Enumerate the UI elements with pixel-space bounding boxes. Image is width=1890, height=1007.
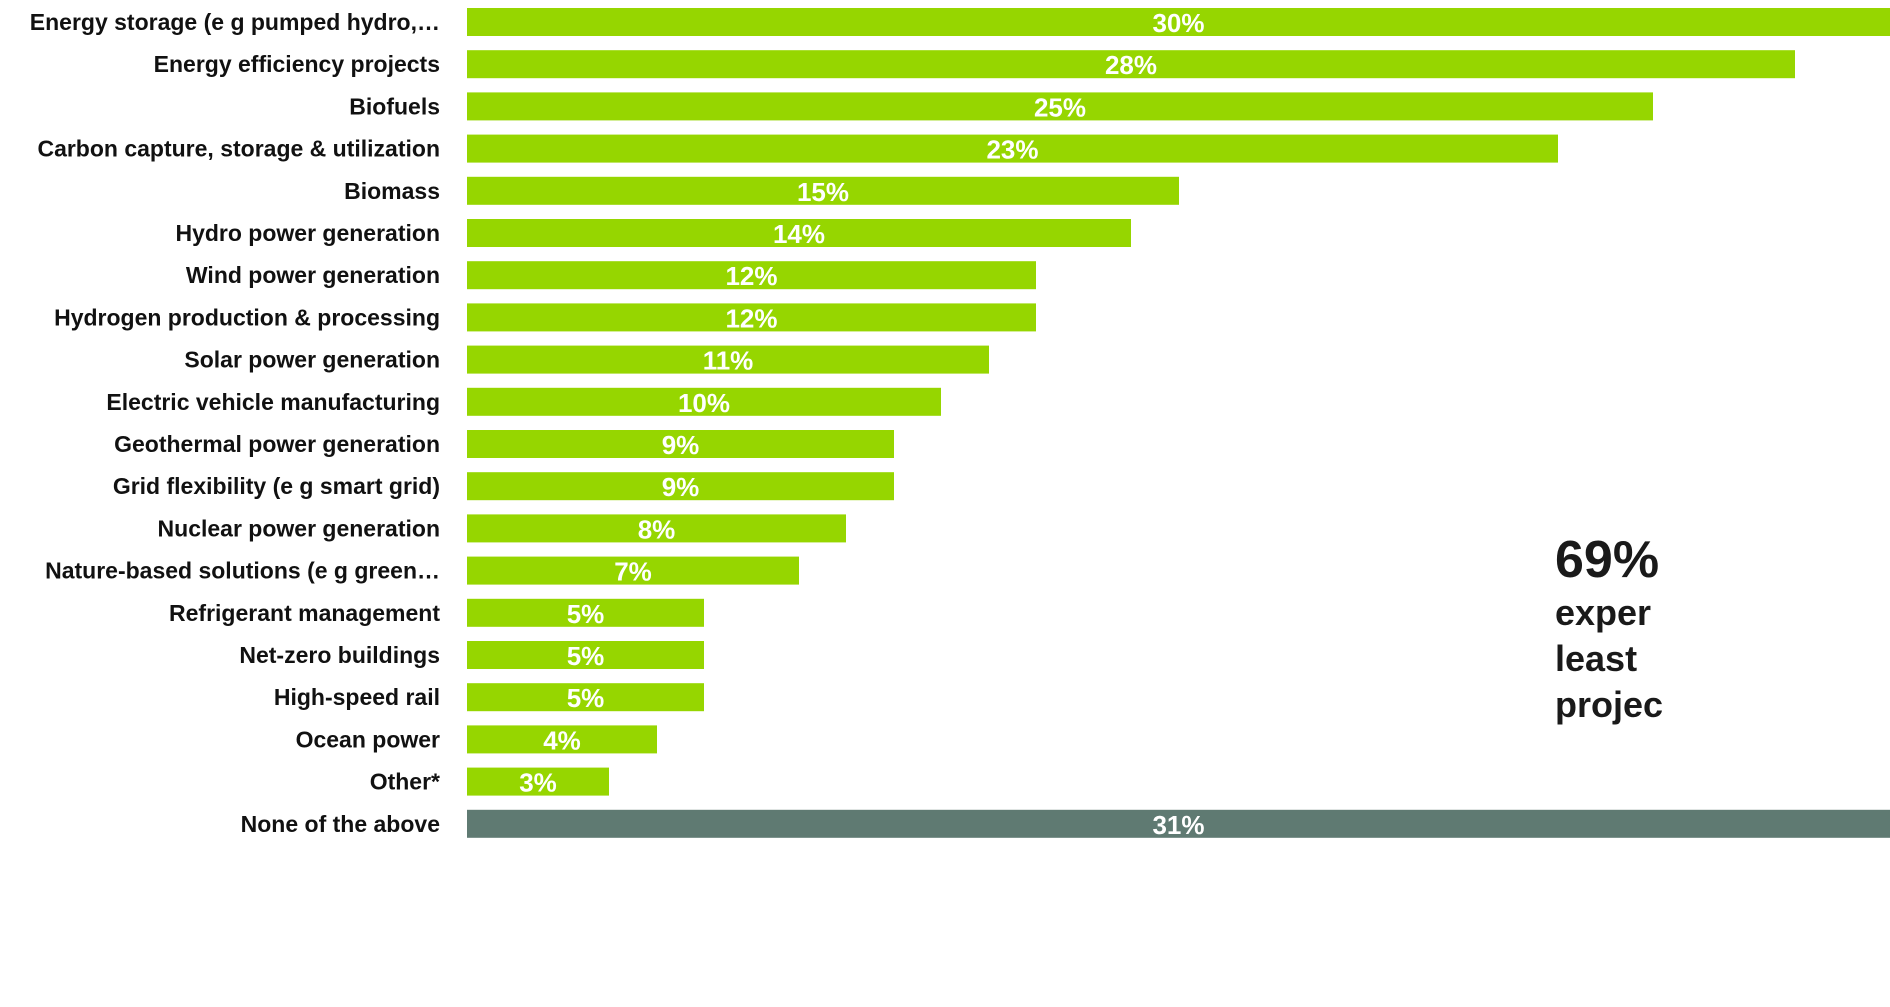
category-label-refrigerant-management: Refrigerant management	[169, 600, 440, 626]
value-label-nuclear-power-generation: 8%	[638, 514, 676, 544]
callout-line-3: projec	[1555, 684, 1664, 725]
category-label-biomass: Biomass	[344, 178, 440, 204]
bar-high-speed-rail	[467, 683, 704, 712]
value-label-energy-efficiency-projects: 28%	[1105, 50, 1157, 80]
value-label-net-zero-buildings: 5%	[567, 641, 605, 671]
category-label-nuclear-power-generation: Nuclear power generation	[158, 515, 440, 541]
value-label-electric-vehicle-manufacturing: 10%	[678, 388, 730, 418]
value-label-refrigerant-management: 5%	[567, 599, 605, 629]
value-label-grid-flexibility-e-g-smart-grid: 9%	[662, 472, 700, 502]
bar-electric-vehicle-manufacturing	[467, 387, 941, 416]
bar-hydrogen-production-processing	[467, 303, 1036, 332]
value-label-high-speed-rail: 5%	[567, 683, 605, 713]
value-label-energy-storage-e-g-pumped-hydro: 30%	[1152, 8, 1204, 38]
category-label-nature-based-solutions-e-g-green: Nature-based solutions (e g green…	[45, 558, 440, 584]
category-label-grid-flexibility-e-g-smart-grid: Grid flexibility (e g smart grid)	[113, 473, 440, 499]
category-label-high-speed-rail: High-speed rail	[274, 684, 440, 710]
value-label-hydrogen-production-processing: 12%	[725, 303, 777, 333]
category-label-other: Other*	[370, 769, 440, 795]
value-label-wind-power-generation: 12%	[725, 261, 777, 291]
callout-line-1: exper	[1555, 592, 1652, 633]
category-label-hydro-power-generation: Hydro power generation	[175, 220, 440, 246]
value-label-hydro-power-generation: 14%	[773, 219, 825, 249]
bar-none-of-the-above	[467, 809, 1890, 838]
value-label-other: 3%	[519, 768, 557, 798]
bar-other	[467, 767, 609, 796]
bar-biomass	[467, 176, 1179, 205]
category-label-electric-vehicle-manufacturing: Electric vehicle manufacturing	[106, 389, 440, 415]
category-label-geothermal-power-generation: Geothermal power generation	[114, 431, 440, 457]
bar-nature-based-solutions-e-g-green	[467, 556, 799, 585]
value-label-geothermal-power-generation: 9%	[662, 430, 700, 460]
category-labels-layer: Energy storage (e g pumped hydro,… Energy…	[30, 9, 441, 837]
callout-value: 69%	[1555, 531, 1660, 589]
category-label-solar-power-generation: Solar power generation	[184, 347, 440, 373]
bar-energy-storage-e-g-pumped-hydro	[467, 8, 1890, 36]
category-label-carbon-capture-storage-utilization: Carbon capture, storage & utilization	[37, 136, 440, 162]
bar-wind-power-generation	[467, 261, 1036, 290]
value-labels-layer: 30% 28% 25% 23% 15% 14% 12% 12% 11% 10% 9% 9% 8% 7% 5%…	[519, 8, 1204, 840]
bar-biofuels	[467, 92, 1653, 121]
category-label-energy-storage-e-g-pumped-hydro: Energy storage (e g pumped hydro,…	[30, 9, 440, 35]
callout-stat: 69% exper least projec	[1555, 530, 1663, 728]
bar-ocean-power	[467, 725, 657, 754]
bar-nuclear-power-generation	[467, 514, 846, 543]
bar-solar-power-generation	[467, 345, 989, 374]
category-label-hydrogen-production-processing: Hydrogen production & processing	[54, 304, 440, 330]
bar-energy-efficiency-projects	[467, 50, 1795, 79]
bar-refrigerant-management	[467, 598, 704, 627]
category-label-biofuels: Biofuels	[349, 93, 440, 119]
callout-line-2: least	[1555, 638, 1638, 679]
bar-geothermal-power-generation	[467, 430, 894, 458]
category-label-net-zero-buildings: Net-zero buildings	[239, 642, 440, 668]
value-label-biomass: 15%	[797, 177, 849, 207]
category-label-none-of-the-above: None of the above	[241, 811, 440, 837]
bar-grid-flexibility-e-g-smart-grid	[467, 472, 894, 501]
bar-net-zero-buildings	[467, 641, 704, 669]
category-label-wind-power-generation: Wind power generation	[186, 262, 440, 288]
value-label-solar-power-generation: 11%	[703, 346, 754, 376]
value-label-none-of-the-above: 31%	[1152, 810, 1204, 840]
category-label-ocean-power: Ocean power	[296, 726, 440, 752]
bars-layer	[467, 8, 1890, 838]
value-label-biofuels: 25%	[1034, 92, 1086, 122]
value-label-carbon-capture-storage-utilization: 23%	[986, 135, 1038, 165]
category-label-energy-efficiency-projects: Energy efficiency projects	[154, 51, 440, 77]
value-label-nature-based-solutions-e-g-green: 7%	[614, 557, 652, 587]
value-label-ocean-power: 4%	[543, 725, 581, 755]
bar-carbon-capture-storage-utilization	[467, 134, 1558, 163]
bar-hydro-power-generation	[467, 219, 1131, 247]
